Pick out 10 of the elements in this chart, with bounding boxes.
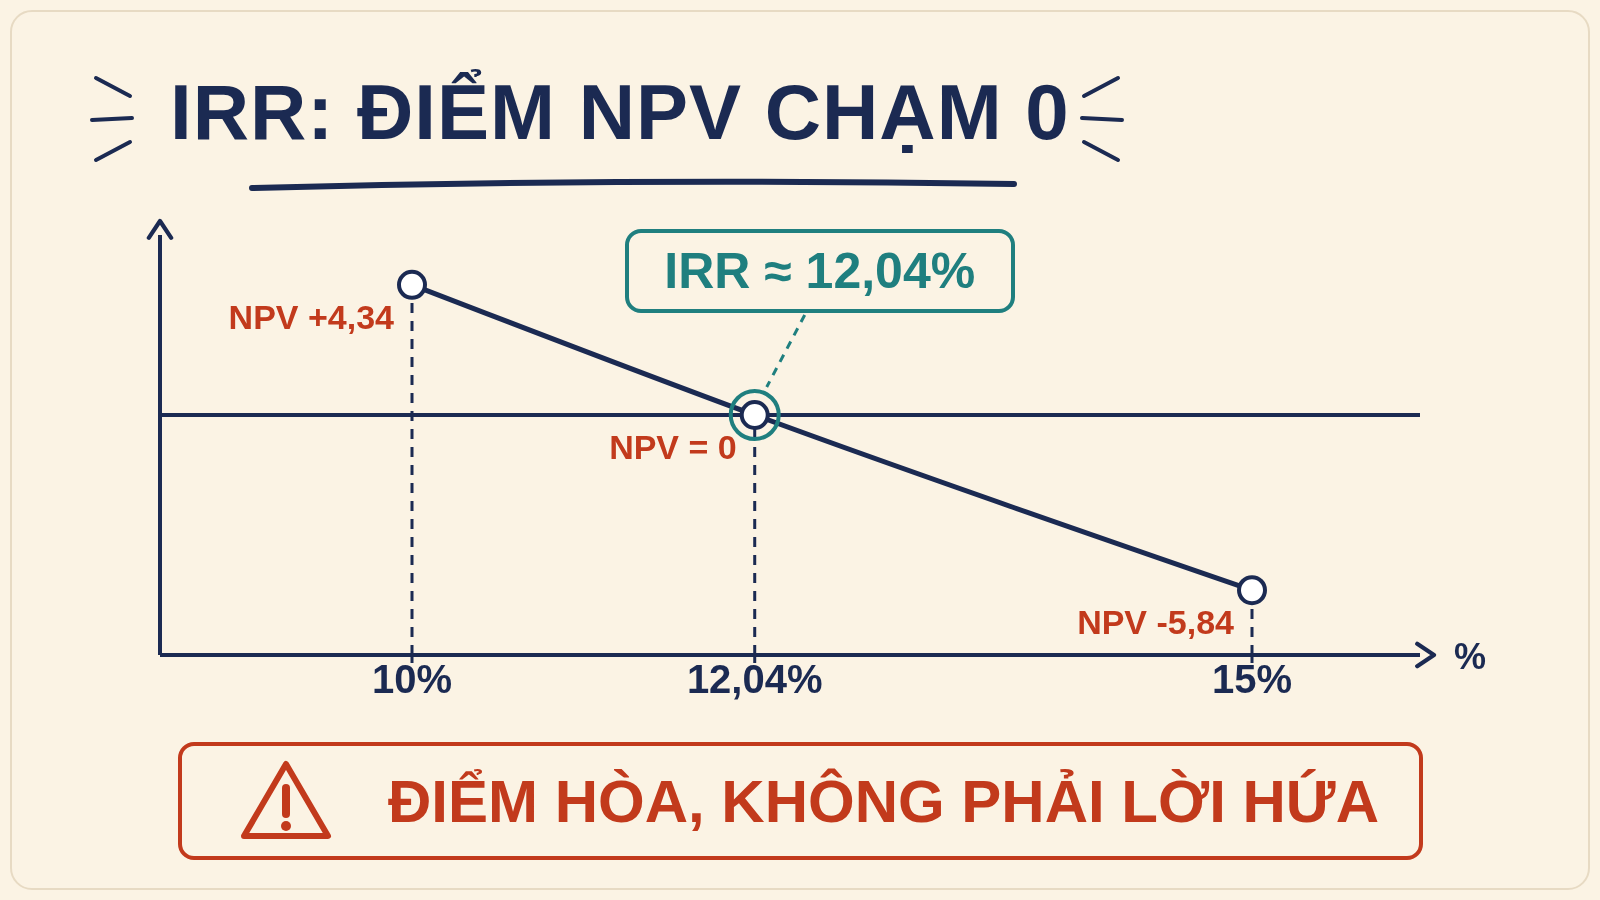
data-label: NPV -5,84 <box>1077 603 1235 642</box>
x-tick-label: 10% <box>371 657 453 702</box>
x-axis-title: % <box>1454 636 1487 677</box>
x-tick-label: 15% <box>1211 657 1293 702</box>
annotation: IRR ≈ 12,04% <box>664 242 976 300</box>
data-label: NPV +4,34 <box>228 297 395 336</box>
chart-title: IRR: ĐIỂM NPV CHẠM 0 <box>170 68 1070 156</box>
text: ĐIỂM HÒA, KHÔNG PHẢI LỜI HỨA <box>388 766 1379 836</box>
x-tick-label: 12,04% <box>686 657 823 702</box>
data-label: NPV = 0 <box>609 428 737 466</box>
